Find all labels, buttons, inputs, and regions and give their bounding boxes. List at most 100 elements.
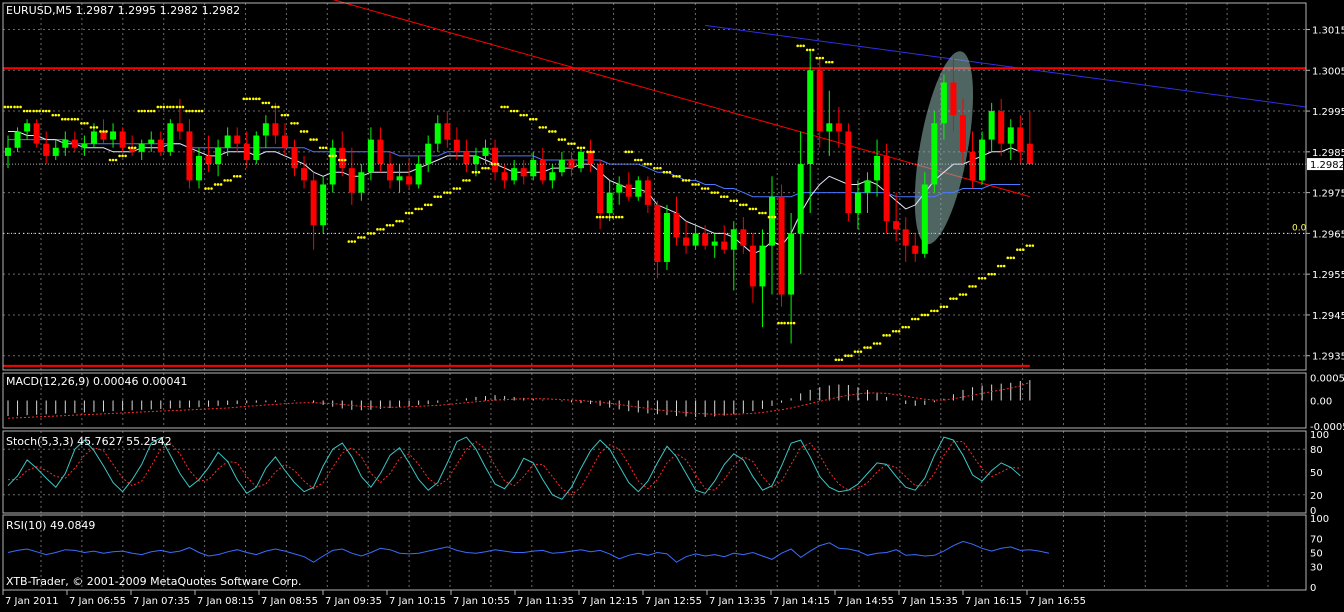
candle-bull bbox=[578, 151, 584, 169]
parabolic-sar-dot bbox=[643, 162, 647, 166]
candle-bull bbox=[320, 184, 327, 226]
candle-bull bbox=[425, 143, 432, 165]
parabolic-sar-dot bbox=[885, 334, 888, 337]
rsi-axis-label: 50 bbox=[1310, 549, 1323, 560]
parabolic-sar-dot bbox=[32, 109, 35, 113]
parabolic-sar-dot bbox=[560, 138, 564, 141]
parabolic-sar-dot bbox=[996, 264, 1000, 268]
parabolic-sar-dot bbox=[210, 187, 213, 190]
candle-bear bbox=[740, 229, 747, 246]
candle-bear bbox=[912, 245, 919, 254]
parabolic-sar-dot bbox=[38, 109, 41, 113]
stoch-axis-label: 20 bbox=[1310, 491, 1323, 502]
parabolic-sar-dot bbox=[89, 126, 93, 129]
candle-bear bbox=[883, 155, 890, 222]
parabolic-sar-dot bbox=[194, 109, 198, 113]
parabolic-sar-dot bbox=[216, 183, 220, 186]
parabolic-sar-dot bbox=[656, 166, 659, 170]
parabolic-sar-dot bbox=[1006, 256, 1010, 260]
parabolic-sar-dot bbox=[70, 117, 74, 121]
pane-frame-macd bbox=[2, 372, 1307, 429]
parabolic-sar-dot bbox=[1012, 256, 1016, 260]
trendline-descending-blue bbox=[705, 24, 1307, 108]
parabolic-sar-dot bbox=[347, 240, 351, 243]
candle-bull bbox=[367, 139, 374, 173]
candle-bull bbox=[329, 147, 336, 185]
candle-bull bbox=[224, 135, 231, 148]
parabolic-sar-dot bbox=[525, 113, 528, 117]
parabolic-sar-dot bbox=[805, 48, 809, 52]
current-price-label: 1.2982 bbox=[1310, 160, 1344, 171]
parabolic-sar-dot bbox=[949, 297, 952, 300]
parabolic-sar-dot bbox=[907, 325, 910, 329]
price-axis-label: 1.2965 bbox=[1312, 229, 1344, 240]
candle-bull bbox=[5, 147, 11, 156]
price-axis-label: 1.3015 bbox=[1312, 26, 1344, 37]
candle-bear bbox=[501, 172, 508, 181]
parabolic-sar-dot bbox=[223, 179, 226, 182]
candle-bear bbox=[625, 184, 632, 197]
candle-bull bbox=[196, 155, 202, 181]
parabolic-sar-dot bbox=[573, 142, 576, 145]
parabolic-sar-dot bbox=[891, 329, 895, 333]
parabolic-sar-dot bbox=[926, 313, 930, 317]
parabolic-sar-dot bbox=[725, 195, 729, 198]
parabolic-sar-dot bbox=[509, 109, 513, 113]
parabolic-sar-dot bbox=[264, 101, 268, 105]
candle-bear bbox=[205, 155, 212, 165]
parabolic-sar-dot bbox=[245, 97, 249, 101]
parabolic-sar-dot bbox=[1009, 256, 1013, 260]
parabolic-sar-dot bbox=[840, 358, 844, 362]
parabolic-sar-dot bbox=[515, 109, 519, 113]
parabolic-sar-dot bbox=[277, 105, 280, 109]
parabolic-sar-dot bbox=[815, 56, 819, 60]
candle-bull bbox=[940, 82, 947, 124]
price-panel: 0.0 1.2982 bbox=[3, 0, 1344, 367]
candle-bull bbox=[979, 139, 986, 181]
candle-bull bbox=[396, 176, 403, 181]
rsi-panel bbox=[7, 540, 1050, 563]
parabolic-sar-dot bbox=[1022, 248, 1025, 252]
parabolic-sar-dot bbox=[837, 358, 841, 362]
parabolic-sar-dot bbox=[980, 276, 984, 280]
candle-bear bbox=[377, 139, 384, 165]
parabolic-sar-dot bbox=[137, 109, 140, 113]
parabolic-sar-dot bbox=[576, 146, 580, 150]
parabolic-sar-dot bbox=[175, 105, 179, 109]
parabolic-sar-dot bbox=[318, 146, 322, 150]
parabolic-sar-dot bbox=[324, 146, 328, 150]
candle-bull bbox=[511, 168, 518, 181]
parabolic-sar-dot bbox=[280, 113, 284, 117]
parabolic-sar-dot bbox=[828, 60, 831, 64]
parabolic-sar-dot bbox=[541, 126, 545, 129]
parabolic-sar-dot bbox=[146, 109, 150, 113]
parabolic-sar-dot bbox=[121, 154, 124, 158]
parabolic-sar-dot bbox=[990, 272, 993, 276]
time-axis-label: 7 Jan 11:35 bbox=[517, 596, 574, 607]
parabolic-sar-dot bbox=[742, 203, 745, 207]
parabolic-sar-dot bbox=[372, 232, 376, 235]
parabolic-sar-dot bbox=[41, 109, 45, 113]
parabolic-sar-dot bbox=[235, 175, 239, 178]
parabolic-sar-dot bbox=[149, 109, 153, 113]
parabolic-sar-dot bbox=[401, 219, 404, 223]
candle-bear bbox=[453, 139, 460, 152]
parabolic-sar-dot bbox=[436, 195, 440, 198]
parabolic-sar-dot bbox=[611, 215, 614, 219]
candle-bull bbox=[854, 192, 861, 214]
time-axis-label: 7 Jan 14:15 bbox=[773, 596, 830, 607]
rsi-axis-label: 100 bbox=[1310, 514, 1329, 525]
parabolic-sar-dot bbox=[35, 109, 38, 113]
parabolic-sar-dot bbox=[309, 138, 312, 141]
macd-panel bbox=[7, 380, 1031, 419]
parabolic-sar-dot bbox=[582, 146, 586, 150]
parabolic-sar-dot bbox=[567, 142, 570, 145]
parabolic-sar-dot bbox=[391, 223, 395, 227]
parabolic-sar-dot bbox=[608, 215, 611, 219]
parabolic-sar-dot bbox=[188, 109, 191, 113]
parabolic-sar-dot bbox=[764, 211, 767, 215]
candle-bear bbox=[778, 196, 785, 295]
parabolic-sar-dot bbox=[754, 207, 758, 211]
parabolic-sar-dot bbox=[484, 166, 487, 170]
candle-bear bbox=[33, 123, 40, 144]
